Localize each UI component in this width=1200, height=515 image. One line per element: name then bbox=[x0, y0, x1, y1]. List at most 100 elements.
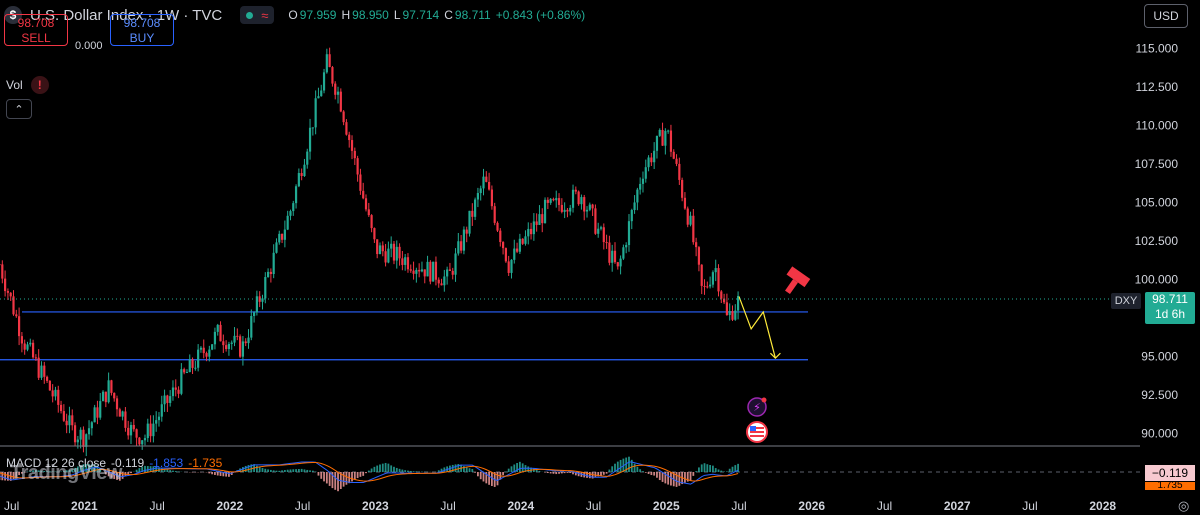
macd-histogram-bar bbox=[465, 467, 468, 472]
candles bbox=[0, 47, 740, 457]
settings-icon[interactable]: ◎ bbox=[1178, 498, 1190, 513]
macd-histogram-bar bbox=[85, 464, 88, 472]
macd-histogram-bar bbox=[633, 463, 636, 472]
macd-histogram-bar bbox=[244, 465, 247, 472]
alert-arrow-icon[interactable] bbox=[778, 266, 811, 298]
candle-body bbox=[681, 179, 684, 198]
macd-histogram-bar bbox=[130, 472, 132, 474]
macd-label: MACD 12 26 close bbox=[6, 456, 107, 470]
candle-body bbox=[359, 174, 362, 191]
macd-histogram-bar bbox=[362, 472, 365, 476]
price-tick-label: 100.000 bbox=[1135, 273, 1179, 287]
candle-body bbox=[689, 215, 692, 225]
price-tick-label: 95.000 bbox=[1141, 350, 1178, 364]
candle-body bbox=[496, 222, 499, 231]
macd-histogram-bar bbox=[675, 472, 678, 487]
time-tick-label: 2028 bbox=[1089, 499, 1116, 513]
candle-body bbox=[149, 423, 152, 437]
buy-button[interactable]: 98.708 BUY bbox=[110, 14, 174, 46]
macd-histogram-bar bbox=[502, 472, 504, 476]
macd-histogram-bar bbox=[328, 472, 331, 486]
macd-histogram-bar bbox=[661, 472, 664, 482]
macd-histogram-bar bbox=[88, 464, 90, 472]
macd-histogram-bar bbox=[686, 472, 689, 482]
macd-histogram-bar bbox=[558, 472, 560, 474]
candle-body bbox=[728, 311, 731, 316]
sell-button[interactable]: 98.708 SELL bbox=[4, 14, 68, 46]
candle-body bbox=[155, 420, 158, 424]
candle-body bbox=[557, 198, 561, 205]
candle-body bbox=[513, 248, 516, 260]
candle-body bbox=[90, 422, 93, 429]
macd-histogram-bar bbox=[591, 472, 594, 479]
candle-body bbox=[373, 228, 376, 240]
candle-body bbox=[322, 72, 326, 91]
close-value: 98.711 bbox=[454, 8, 491, 22]
candle-body bbox=[401, 258, 404, 265]
candle-body bbox=[197, 349, 200, 368]
macd-histogram-bar bbox=[166, 469, 169, 472]
macd-histogram-bar bbox=[79, 465, 82, 472]
volume-legend[interactable]: Vol ! bbox=[6, 76, 49, 94]
candle-body bbox=[538, 214, 541, 225]
warning-icon[interactable]: ! bbox=[30, 76, 49, 94]
candle-body bbox=[82, 429, 85, 447]
macd-histogram-bar bbox=[286, 469, 289, 472]
price-tick-label: 112.500 bbox=[1136, 80, 1179, 94]
candle-body bbox=[115, 398, 119, 410]
currency-selector[interactable]: USD bbox=[1144, 4, 1188, 28]
macd-histogram-bar bbox=[566, 472, 569, 473]
candle-body bbox=[703, 285, 706, 287]
candle-body bbox=[574, 189, 577, 192]
macd-pane bbox=[0, 456, 739, 492]
candle-body bbox=[725, 302, 728, 316]
high-value: 98.950 bbox=[352, 8, 389, 22]
macd-histogram-bar bbox=[616, 461, 619, 472]
candle-body bbox=[479, 188, 482, 194]
macd-histogram-bar bbox=[407, 470, 409, 472]
candle-body bbox=[541, 214, 544, 224]
macd-legend[interactable]: MACD 12 26 close -0.119 -1.853 -1.735 bbox=[6, 456, 222, 470]
symbol-title[interactable]: U.S. Dollar Index · 1W · TVC bbox=[30, 6, 223, 24]
market-status[interactable]: ≈ bbox=[240, 6, 275, 24]
candle-body bbox=[437, 279, 440, 284]
time-tick-label: 2027 bbox=[944, 499, 971, 513]
candle-body bbox=[627, 221, 631, 245]
candle-body bbox=[580, 197, 583, 205]
tradingview-logo: TradingView bbox=[10, 462, 122, 484]
macd-histogram-bar bbox=[320, 472, 323, 479]
macd-histogram-bar bbox=[488, 472, 491, 485]
macd-histogram-bar bbox=[625, 457, 628, 472]
macd-histogram-bar bbox=[331, 472, 334, 489]
candle-body bbox=[157, 416, 161, 421]
macd-histogram-bar bbox=[82, 464, 85, 472]
candle-body bbox=[292, 203, 295, 212]
candle-body bbox=[678, 163, 681, 180]
macd-histogram-bar bbox=[714, 468, 717, 472]
candle-body bbox=[661, 129, 664, 146]
vol-label: Vol bbox=[6, 78, 23, 92]
candle-body bbox=[714, 268, 717, 273]
macd-histogram-bar bbox=[258, 466, 261, 472]
candle-body bbox=[325, 54, 328, 73]
candle-body bbox=[118, 409, 121, 417]
candle-body bbox=[280, 233, 284, 240]
macd-histogram-bar bbox=[619, 459, 622, 472]
candle-body bbox=[485, 176, 488, 182]
candle-body bbox=[261, 298, 264, 302]
candle-body bbox=[384, 251, 387, 263]
us-flag-event-icon[interactable] bbox=[746, 421, 768, 443]
candle-body bbox=[104, 391, 107, 403]
macd-histogram-bar bbox=[110, 472, 113, 478]
candle-body bbox=[308, 127, 312, 152]
macd-histogram-bar bbox=[678, 472, 681, 486]
time-tick-label: 2022 bbox=[217, 499, 244, 513]
macd-line bbox=[0, 461, 739, 485]
macd-histogram-bar bbox=[614, 463, 616, 472]
candle-body bbox=[434, 261, 438, 280]
lightning-event-icon[interactable]: ⚡ bbox=[747, 397, 767, 417]
candle-body bbox=[613, 250, 617, 263]
collapse-legend-button[interactable]: ⌃ bbox=[6, 99, 32, 119]
candle-body bbox=[216, 324, 219, 332]
